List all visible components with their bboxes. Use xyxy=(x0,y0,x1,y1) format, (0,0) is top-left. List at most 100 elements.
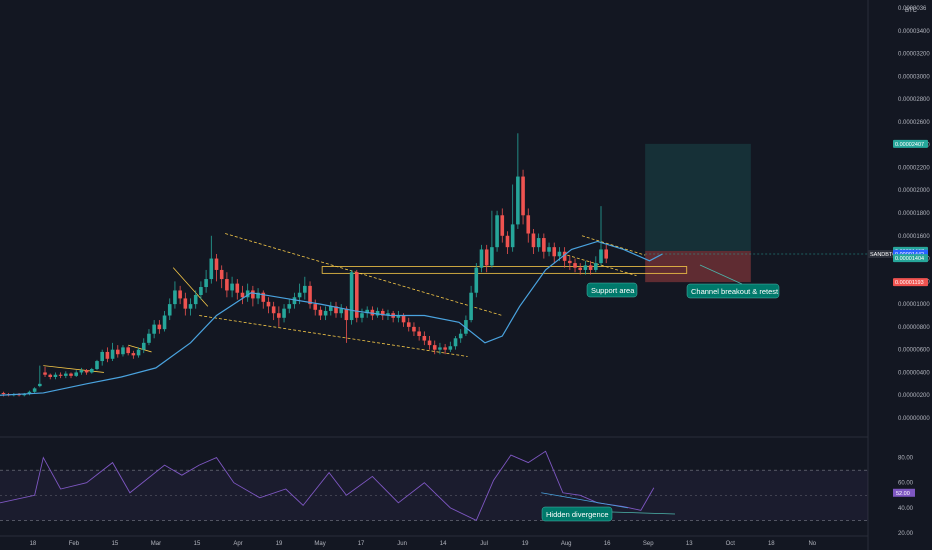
rsi-band xyxy=(0,470,868,521)
candle-body xyxy=(588,265,593,270)
rsi-current-label: 52.00 xyxy=(896,491,910,497)
price-path xyxy=(0,167,662,395)
candle-body xyxy=(105,351,110,359)
price-tick-label: 0.00002800 xyxy=(898,97,930,103)
time-tick-label: Jul xyxy=(480,541,488,547)
candle-body xyxy=(354,272,359,318)
time-tick-label: 17 xyxy=(358,541,365,547)
rsi-tick-label: 20.00 xyxy=(898,531,914,537)
time-tick-label: 14 xyxy=(440,541,447,547)
time-tick-label: 15 xyxy=(112,541,119,547)
time-tick-label: Aug xyxy=(561,541,572,547)
support-area-box xyxy=(321,266,688,274)
candle-body xyxy=(157,324,162,330)
candle-body xyxy=(162,315,167,330)
candle-body xyxy=(100,351,104,362)
price-tag xyxy=(893,278,928,287)
candle-body xyxy=(458,333,463,339)
price-tick-label: 0.00001800 xyxy=(898,211,930,217)
candle-body xyxy=(152,324,156,334)
candle-body xyxy=(474,267,479,293)
candles xyxy=(1,133,608,397)
price-tick-label: 0.00003200 xyxy=(898,52,930,58)
candle-body xyxy=(53,374,58,377)
candle-body xyxy=(464,320,468,334)
rsi-tick-label: 80.00 xyxy=(898,456,914,462)
flag-line-3 xyxy=(128,344,152,353)
candle-body xyxy=(38,383,42,387)
annotations: Support area Channel breakout & retest Hid… xyxy=(541,264,780,522)
divergence-line xyxy=(541,492,628,509)
flag-line-1 xyxy=(43,365,104,373)
price-tag xyxy=(893,139,928,148)
candle-body xyxy=(219,269,224,280)
candle-body xyxy=(412,326,416,332)
candle-body xyxy=(490,247,494,266)
candle-body xyxy=(323,310,328,316)
candle-body xyxy=(339,308,344,314)
candle-body xyxy=(69,373,73,376)
candle-body xyxy=(89,369,94,373)
price-tick-label: 0.00002600 xyxy=(898,120,930,126)
price-tags: 52.000.00002407SANDBTC0.000014670.000014… xyxy=(868,139,928,497)
candle-body xyxy=(183,298,188,309)
annotation-pointer xyxy=(699,264,743,285)
price-tick-label: 0.00001600 xyxy=(898,234,930,240)
candle-body xyxy=(282,308,286,318)
price-tick-label: 0.00002200 xyxy=(898,165,930,171)
candle-body xyxy=(448,346,453,350)
candle-body xyxy=(344,308,349,321)
price-axis[interactable]: 0.0000036 0.00003400 0.00003200 0.00003000 0… xyxy=(898,6,930,537)
time-tick-label: 19 xyxy=(276,541,283,547)
candle-body xyxy=(505,235,510,248)
candle-body xyxy=(303,285,307,293)
candle-body xyxy=(417,331,421,336)
price-tick-label: 0.00001000 xyxy=(898,302,930,308)
candle-body xyxy=(329,306,333,311)
candle-body xyxy=(557,251,562,257)
candle-body xyxy=(225,279,229,291)
time-tick-label: Mar xyxy=(151,541,161,547)
chart-grid xyxy=(0,0,869,550)
candle-body xyxy=(256,292,260,299)
candle-body xyxy=(510,224,515,248)
candle-body xyxy=(443,347,447,350)
candle-body xyxy=(266,301,271,307)
currency-label: BTC xyxy=(905,8,918,14)
candle-body xyxy=(438,347,442,350)
price-tick-label: 0.00000000 xyxy=(898,416,930,422)
candle-body xyxy=(521,176,525,216)
candle-body xyxy=(552,247,557,257)
channel-lower-line xyxy=(199,315,468,357)
candle-body xyxy=(469,292,473,321)
rsi-panel xyxy=(0,450,868,522)
time-axis[interactable]: 18 Feb 15 Mar 15 Apr 19 May 17 Jun 14 Jul 19 Aug 16 Sep… xyxy=(30,541,817,547)
time-tick-label: Sep xyxy=(643,541,654,547)
candle-body xyxy=(334,306,338,314)
candle-body xyxy=(193,295,198,305)
annotation-text: Channel breakout & retest xyxy=(691,287,779,296)
rsi-line xyxy=(0,450,655,522)
candle-body xyxy=(141,342,146,350)
candle-body xyxy=(147,333,151,343)
candle-body xyxy=(318,309,323,316)
annotation-pointer xyxy=(611,511,676,515)
candle-body xyxy=(287,304,292,309)
price-tick-label: 0.00002000 xyxy=(898,188,930,194)
candle-body xyxy=(136,349,141,356)
candle-body xyxy=(58,374,63,376)
annotation-bubble xyxy=(586,282,638,298)
candle-body xyxy=(27,391,32,395)
time-tick-label: Feb xyxy=(69,541,80,547)
candle-body xyxy=(292,297,297,305)
candle-body xyxy=(209,258,214,280)
candle-body xyxy=(245,290,250,298)
time-tick-label: Oct xyxy=(726,541,736,547)
rsi-tick-label: 40.00 xyxy=(898,506,914,512)
candle-body xyxy=(79,370,84,373)
candle-body xyxy=(401,315,406,323)
channel-upper-line xyxy=(225,233,503,316)
price-tick-label: 0.00000600 xyxy=(898,348,930,354)
price-tag-label: 0.00001404 xyxy=(895,256,924,262)
